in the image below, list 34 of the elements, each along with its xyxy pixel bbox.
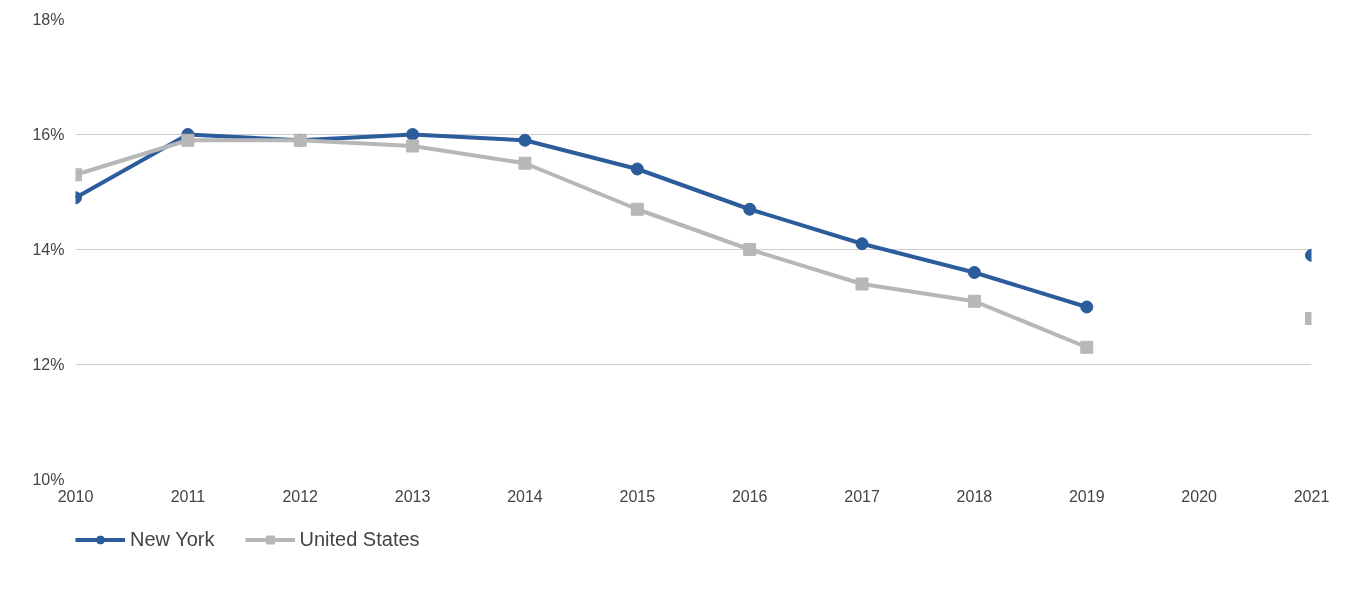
x-tick-label: 2020 [1181, 487, 1218, 505]
point [181, 133, 195, 147]
x-tick-label: 2012 [282, 487, 319, 505]
point [743, 243, 757, 256]
x-tick-label: 2011 [170, 487, 206, 505]
point [630, 202, 644, 216]
x-tick-label: 2018 [956, 487, 993, 505]
y-tick-label: 10% [32, 471, 65, 488]
x-tick-label: 2021 [1293, 487, 1330, 505]
point [743, 202, 757, 216]
x-tick-label: 2015 [619, 487, 656, 505]
x-tick-label: 2017 [844, 487, 880, 505]
point [518, 133, 532, 147]
legend-label: New York [130, 527, 215, 551]
y-tick-label: 14% [32, 241, 65, 258]
y-tick-label: 18% [32, 11, 65, 28]
point [967, 266, 981, 279]
x-tick-label: 2010 [57, 487, 94, 505]
x-tick-label: 2013 [394, 487, 431, 505]
point [630, 162, 644, 176]
y-tick-label: 16% [32, 126, 65, 143]
point [406, 139, 420, 153]
legend-label: United States [299, 527, 420, 551]
point [855, 237, 869, 251]
point [1080, 300, 1094, 314]
point [406, 128, 420, 141]
x-tick-label: 2014 [507, 487, 543, 505]
x-tick-label: 2019 [1068, 487, 1105, 505]
point [967, 294, 981, 308]
y-tick-label: 12% [32, 356, 65, 373]
x-tick-label: 2016 [731, 487, 768, 505]
point [518, 156, 532, 170]
point [855, 277, 869, 291]
point [1080, 340, 1094, 354]
